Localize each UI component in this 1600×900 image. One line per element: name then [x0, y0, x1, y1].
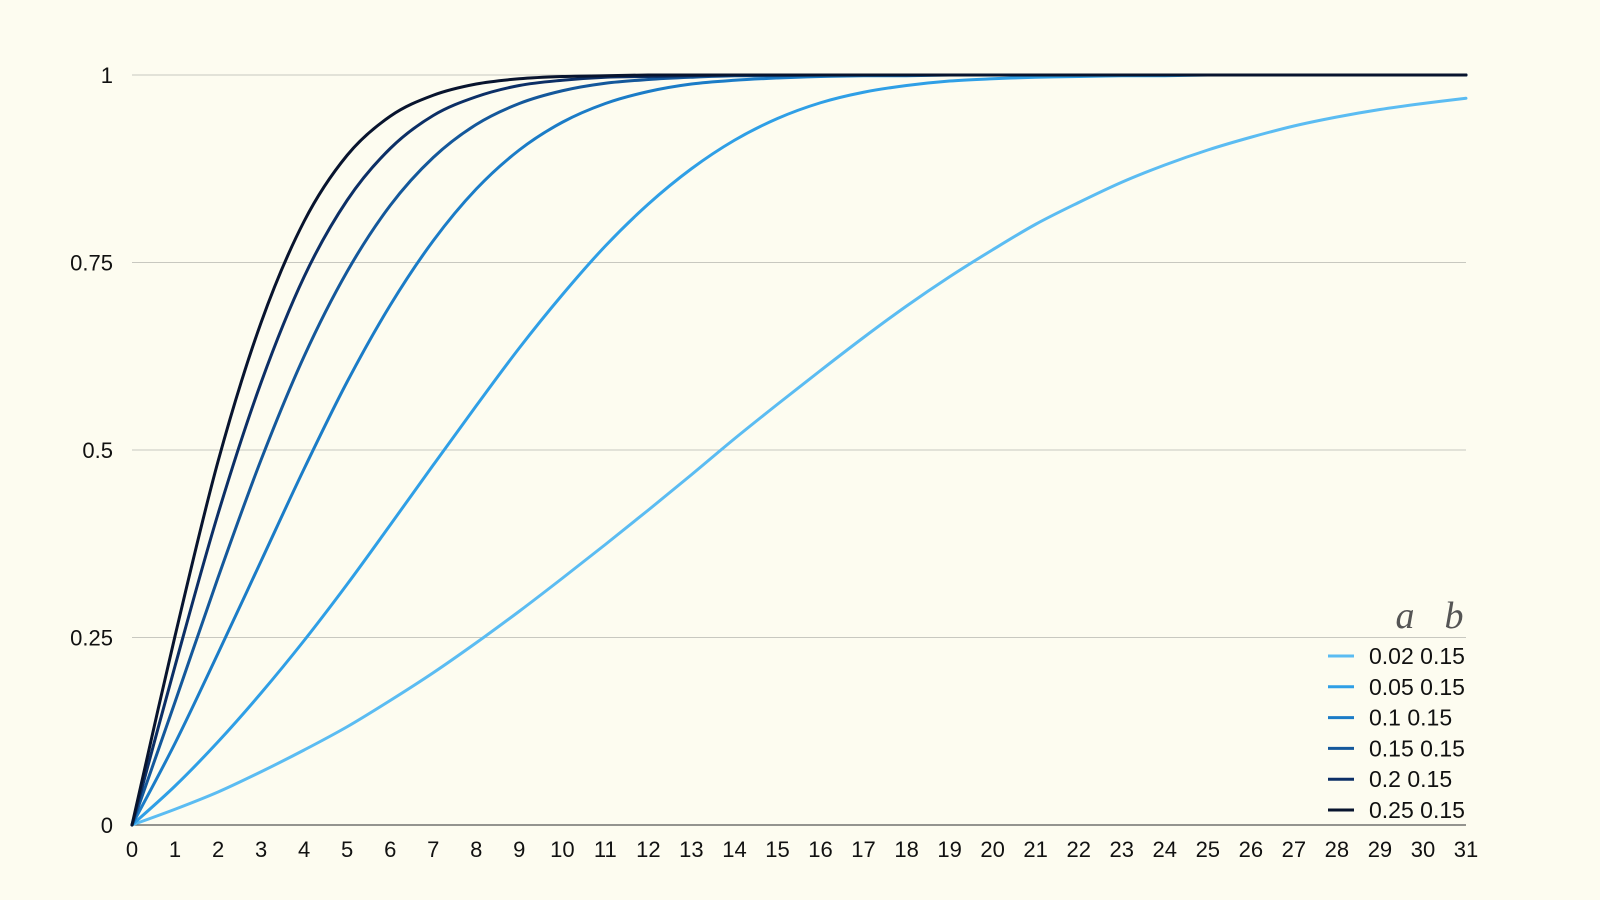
legend-entry-label: 0.1 0.15 [1369, 705, 1452, 731]
legend: a b 0.02 0.15 0.05 0.15 0.1 0.15 0.15 0.15 0… [1328, 595, 1465, 823]
x-tick-label: 6 [384, 837, 396, 862]
x-tick-label: 9 [513, 837, 525, 862]
x-tick-label: 23 [1109, 837, 1133, 862]
x-tick-label: 17 [851, 837, 875, 862]
x-tick-label: 0 [126, 837, 138, 862]
x-tick-label: 11 [594, 837, 617, 862]
grid-lines [132, 74, 1466, 638]
legend-entry-label: 0.25 0.15 [1369, 797, 1465, 823]
x-tick-label: 10 [550, 837, 574, 862]
x-tick-label: 30 [1411, 837, 1435, 862]
y-tick-label: 1 [101, 63, 113, 88]
x-tick-label: 27 [1282, 837, 1306, 862]
x-tick-label: 29 [1368, 837, 1392, 862]
legend-header-a: a [1396, 595, 1415, 637]
y-tick-label: 0.75 [70, 251, 113, 276]
x-tick-label: 1 [169, 837, 181, 862]
y-tick-label: 0 [101, 813, 113, 838]
series-lines [130, 73, 1468, 827]
x-tick-label: 4 [298, 837, 310, 862]
x-tick-label: 18 [894, 837, 918, 862]
x-tick-label: 5 [341, 837, 353, 862]
legend-entry-label: 0.02 0.15 [1369, 643, 1465, 669]
legend-header-b: b [1445, 595, 1464, 637]
x-tick-label: 15 [765, 837, 789, 862]
x-tick-label: 7 [427, 837, 439, 862]
x-tick-label: 8 [470, 837, 482, 862]
x-axis-tick-labels: 0 1 2 3 4 5 6 7 8 9 10 11 12 13 14 15 16 17 18 19 20 21 22 23 24… [126, 837, 1478, 862]
x-tick-label: 14 [722, 837, 746, 862]
y-axis-tick-labels: 0 0.25 0.5 0.75 1 [70, 63, 113, 838]
y-tick-label: 0.25 [70, 626, 113, 651]
y-tick-label: 0.5 [82, 438, 113, 463]
x-tick-label: 24 [1153, 837, 1177, 862]
x-tick-label: 3 [255, 837, 267, 862]
legend-entry-label: 0.2 0.15 [1369, 766, 1452, 792]
x-tick-label: 19 [937, 837, 961, 862]
legend-entry-label: 0.15 0.15 [1369, 735, 1465, 761]
x-tick-label: 21 [1023, 837, 1047, 862]
x-tick-label: 2 [212, 837, 224, 862]
x-tick-label: 16 [808, 837, 832, 862]
x-tick-label: 31 [1454, 837, 1478, 862]
x-tick-label: 22 [1066, 837, 1090, 862]
x-tick-label: 25 [1196, 837, 1220, 862]
x-tick-label: 26 [1239, 837, 1263, 862]
x-tick-label: 13 [679, 837, 703, 862]
x-tick-label: 28 [1325, 837, 1349, 862]
series-line-5 [130, 73, 1468, 827]
x-tick-label: 20 [980, 837, 1004, 862]
x-tick-label: 12 [636, 837, 660, 862]
legend-entry-label: 0.05 0.15 [1369, 674, 1465, 700]
series-line-0 [130, 96, 1468, 827]
